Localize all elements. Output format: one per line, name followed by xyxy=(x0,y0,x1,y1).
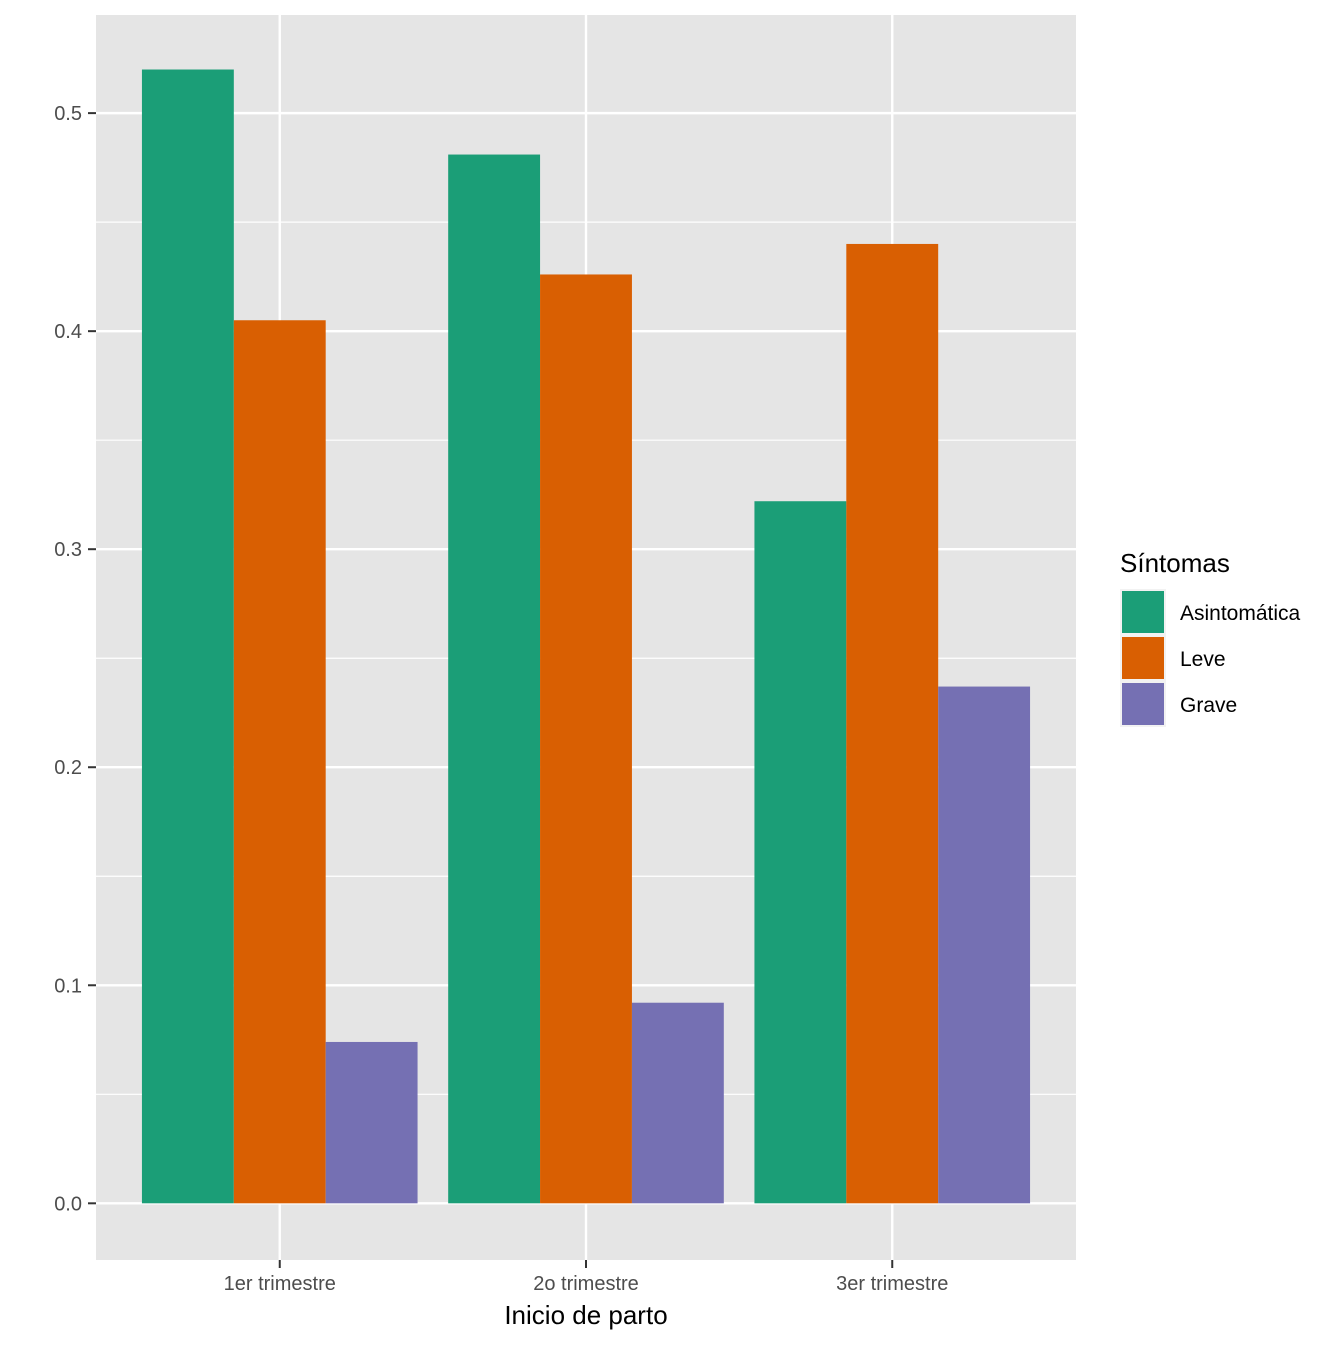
y-tick-label: 0.0 xyxy=(54,1193,82,1215)
legend-key xyxy=(1122,637,1164,679)
legend: Síntomas Asintomática Leve Grave xyxy=(1120,548,1301,727)
bar-leve-1 xyxy=(233,320,326,1204)
bar-asintomatica-2 xyxy=(448,154,541,1204)
bar-asintomatica-1 xyxy=(141,69,234,1204)
x-tick-label: 1er trimestre xyxy=(224,1273,336,1295)
bar-asintomatica-3 xyxy=(754,501,847,1204)
bar-grave-3 xyxy=(938,686,1031,1204)
legend-key xyxy=(1122,591,1164,633)
x-tick-label: 3er trimestre xyxy=(836,1273,948,1295)
x-tick-label: 2o trimestre xyxy=(533,1273,639,1295)
y-tick-label: 0.3 xyxy=(54,539,82,561)
legend-title: Síntomas xyxy=(1120,548,1230,578)
bars xyxy=(141,69,1031,1204)
y-tick-label: 0.2 xyxy=(54,757,82,779)
legend-label: Leve xyxy=(1180,648,1226,671)
bar-grave-1 xyxy=(325,1041,418,1204)
y-tick-label: 0.1 xyxy=(54,975,82,997)
y-tick-label: 0.4 xyxy=(54,321,82,343)
y-axis: 0.0 0.1 0.2 0.3 0.4 0.5 xyxy=(54,103,96,1215)
x-axis-title: Inicio de parto xyxy=(504,1300,667,1330)
bar-leve-3 xyxy=(846,243,939,1204)
legend-label: Asintomática xyxy=(1180,602,1301,625)
y-tick-label: 0.5 xyxy=(54,103,82,125)
bar-leve-2 xyxy=(540,274,632,1204)
bar-grave-2 xyxy=(631,1002,724,1204)
legend-key xyxy=(1122,683,1164,725)
x-axis: 1er trimestre 2o trimestre 3er trimestre xyxy=(224,1260,948,1295)
legend-label: Grave xyxy=(1180,694,1237,717)
